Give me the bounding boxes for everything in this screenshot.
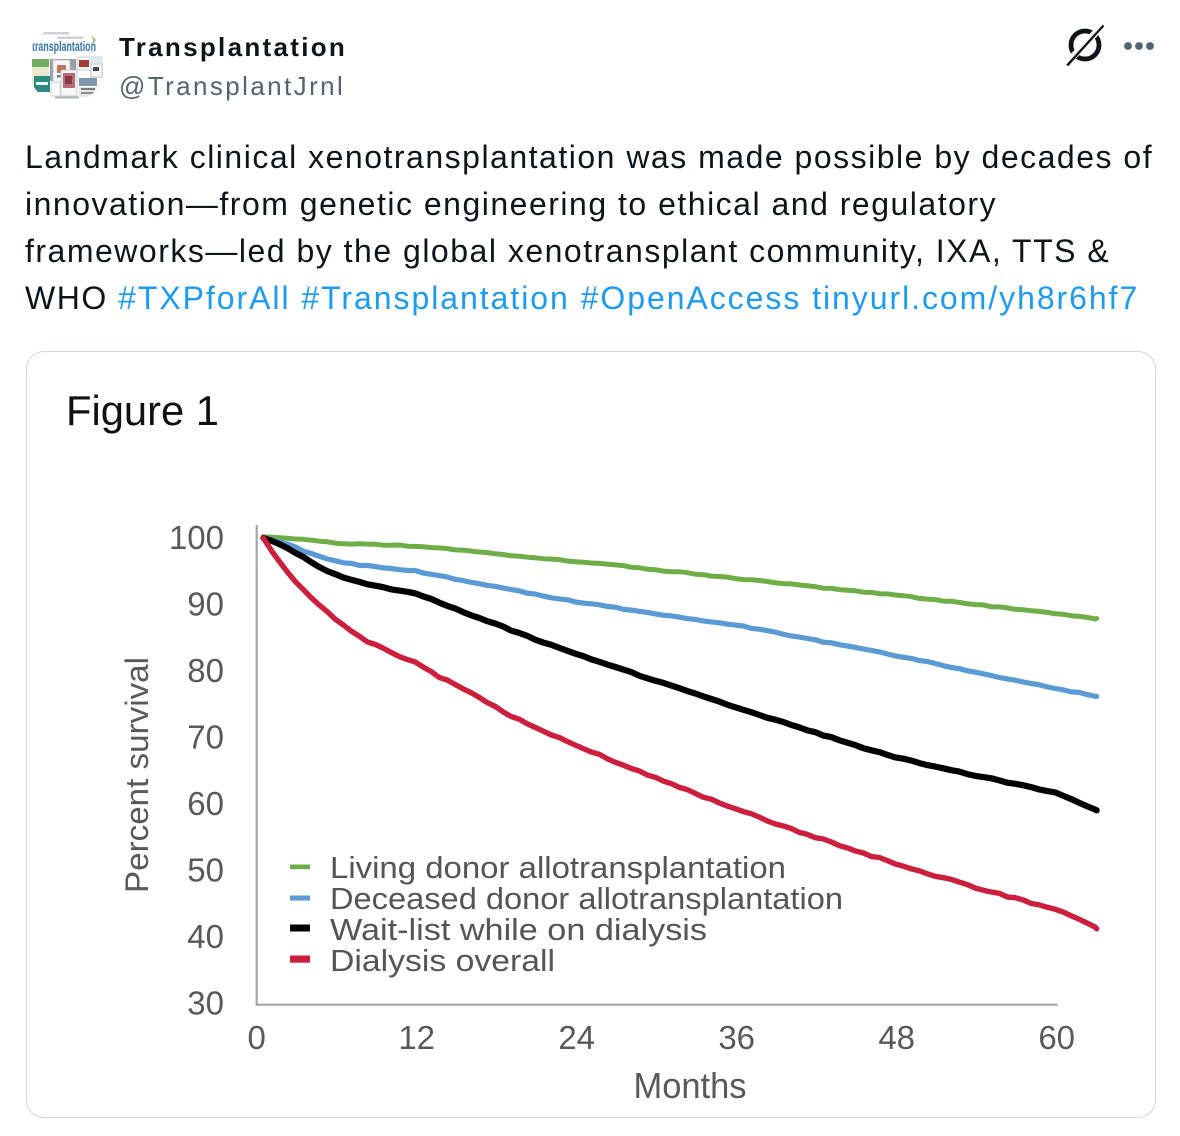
svg-text:0: 0 bbox=[248, 1019, 266, 1056]
svg-text:Percent survival: Percent survival bbox=[119, 657, 155, 893]
svg-text:60: 60 bbox=[1038, 1019, 1075, 1056]
svg-text:80: 80 bbox=[187, 652, 224, 689]
svg-text:100: 100 bbox=[169, 519, 224, 556]
svg-text:48: 48 bbox=[878, 1019, 915, 1056]
svg-text:40: 40 bbox=[187, 918, 224, 955]
svg-text:70: 70 bbox=[187, 719, 224, 756]
svg-text:60: 60 bbox=[187, 785, 224, 822]
svg-text:30: 30 bbox=[187, 985, 224, 1022]
svg-text:Months: Months bbox=[634, 1065, 747, 1106]
svg-text:transplantation: transplantation bbox=[32, 38, 96, 54]
svg-text:Deceased donor allotransplanta: Deceased donor allotransplantation bbox=[330, 881, 843, 916]
svg-text:12: 12 bbox=[398, 1019, 435, 1056]
svg-text:Living donor allotransplantati: Living donor allotransplantation bbox=[330, 850, 786, 885]
svg-text:90: 90 bbox=[187, 586, 224, 623]
svg-text:Wait-list while on dialysis: Wait-list while on dialysis bbox=[330, 912, 707, 947]
svg-text:Dialysis overall: Dialysis overall bbox=[330, 943, 555, 978]
svg-text:24: 24 bbox=[558, 1019, 595, 1056]
svg-text:50: 50 bbox=[187, 852, 224, 889]
svg-text:Figure 1: Figure 1 bbox=[66, 387, 219, 434]
svg-text:36: 36 bbox=[718, 1019, 755, 1056]
